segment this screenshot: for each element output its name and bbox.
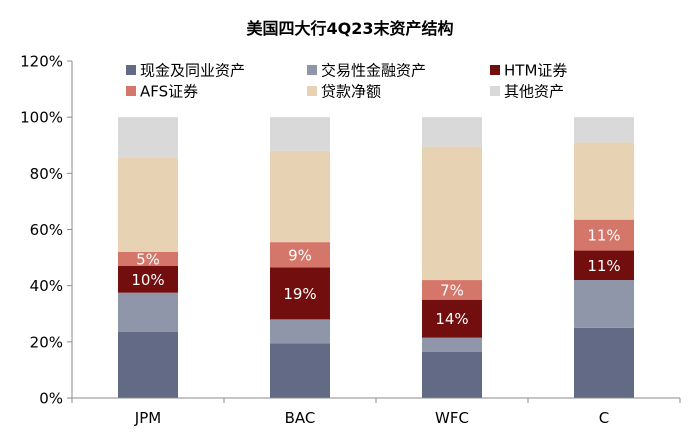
y-tick-label: 0% (39, 390, 63, 408)
axes: 0% 20% 40% 60% 80% 100% 120% JPM BAC WFC C (20, 53, 681, 427)
legend-label: AFS证券 (140, 83, 198, 101)
chart-title: 美国四大行4Q23末资产结构 (246, 19, 453, 38)
legend-swatch (126, 86, 136, 96)
y-tick-label: 120% (20, 53, 63, 71)
bar-segment (422, 117, 482, 147)
data-label: 5% (136, 250, 160, 268)
bar-segment (422, 146, 482, 281)
x-tick-label: C (599, 409, 609, 427)
legend-item: 其他资产 (490, 83, 564, 101)
bar-segment (270, 343, 330, 398)
bars (118, 117, 634, 398)
legend-label: 其他资产 (504, 83, 564, 101)
bar-segment (422, 337, 482, 352)
legend-label: 交易性金融资产 (321, 62, 426, 80)
y-tick-label: 100% (20, 109, 63, 127)
x-tick-label: WFC (435, 409, 469, 427)
bar-segment (118, 251, 178, 267)
y-tick-label: 20% (30, 333, 63, 351)
bar-segment (118, 332, 178, 398)
bar-segment (574, 219, 634, 251)
legend-swatch (307, 86, 317, 96)
y-tick-label: 80% (30, 165, 63, 183)
bar-segment (574, 327, 634, 398)
data-label: 11% (587, 257, 620, 275)
legend-item: HTM证券 (490, 62, 567, 80)
data-label: 14% (435, 310, 468, 328)
legend-label: 现金及同业资产 (140, 62, 245, 80)
data-labels: 10% 5% 19% 9% 14% 7% 11% 11% (131, 227, 620, 329)
bar-segment (118, 117, 178, 158)
data-label: 9% (288, 246, 312, 264)
legend-item: 现金及同业资产 (126, 62, 245, 80)
bar-segment (118, 292, 178, 333)
bar-segment (270, 242, 330, 268)
bar-segment (574, 142, 634, 220)
legend-item: AFS证券 (126, 83, 198, 101)
bar-segment (422, 299, 482, 338)
legend-swatch (307, 65, 317, 75)
bar-segment (270, 267, 330, 320)
legend-label: 贷款净额 (321, 83, 381, 101)
x-tick-label: JPM (134, 409, 161, 427)
legend: 现金及同业资产 交易性金融资产 HTM证券 AFS证券 贷款净额 其他资产 (126, 62, 567, 101)
data-label: 19% (283, 285, 316, 303)
bar-segment (574, 250, 634, 281)
x-tick-label: BAC (285, 409, 316, 427)
legend-swatch (126, 65, 136, 75)
bar-segment (422, 351, 482, 398)
data-label: 10% (131, 271, 164, 289)
data-label: 7% (440, 281, 464, 299)
bar-segment (118, 266, 178, 293)
bar-segment (270, 150, 330, 243)
bar-segment (422, 280, 482, 300)
legend-item: 贷款净额 (307, 83, 381, 101)
bar-segment (118, 157, 178, 252)
legend-swatch (490, 65, 500, 75)
bar-segment (270, 319, 330, 344)
y-tick-label: 40% (30, 277, 63, 295)
data-label: 11% (587, 227, 620, 245)
bar-segment (574, 280, 634, 328)
legend-label: HTM证券 (504, 62, 567, 80)
legend-swatch (490, 86, 500, 96)
legend-item: 交易性金融资产 (307, 62, 426, 80)
y-tick-label: 60% (30, 221, 63, 239)
bar-segment (270, 117, 330, 151)
bar-segment (574, 117, 634, 143)
